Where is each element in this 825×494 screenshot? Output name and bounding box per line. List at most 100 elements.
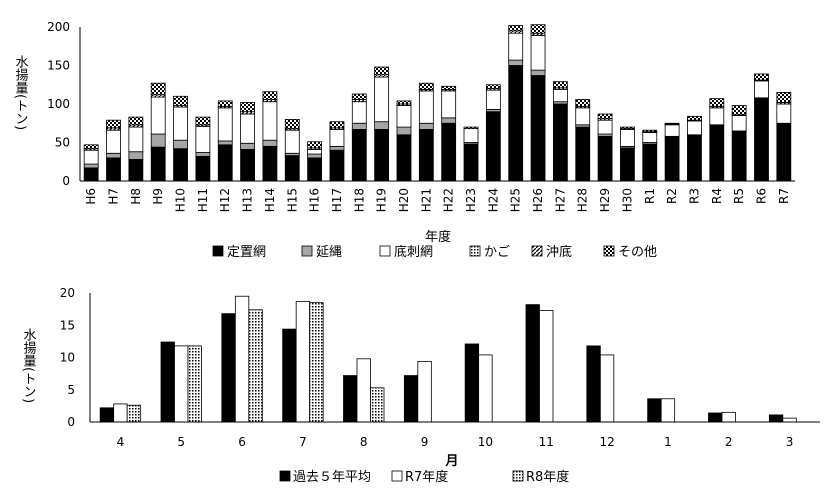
- monthly-bar: [478, 354, 493, 423]
- annual-x-tick-label: H17: [330, 188, 344, 212]
- annual-bar-segment: [642, 132, 658, 143]
- monthly-bar: [599, 354, 615, 423]
- annual-bar-segment: [128, 116, 144, 126]
- annual-bar-segment: [642, 129, 658, 133]
- annual-bar-segment: [195, 152, 211, 157]
- annual-x-tick-label: R7: [777, 188, 791, 204]
- monthly-legend: 過去５年平均 R7年度 R8年度: [279, 469, 569, 485]
- annual-bar-segment: [351, 93, 367, 100]
- annual-bar-segment: [664, 122, 680, 125]
- monthly-x-tick-label: 11: [539, 435, 554, 449]
- annual-bar-segment: [329, 145, 345, 151]
- annual-x-tick-label: R5: [732, 188, 746, 204]
- annual-x-tick-label: R6: [754, 188, 768, 204]
- annual-x-tick-label: H10: [174, 188, 188, 212]
- annual-y-tick-label: 150: [47, 59, 70, 73]
- annual-bar-segment: [240, 102, 255, 113]
- monthly-legend-label: R8年度: [526, 469, 569, 485]
- annual-bar-segment: [396, 126, 412, 136]
- monthly-x-tick-label: 3: [786, 435, 794, 449]
- annual-x-tick-label: R3: [687, 188, 701, 204]
- monthly-bar: [464, 343, 480, 423]
- monthly-x-tick-label: 12: [599, 435, 614, 449]
- annual-bar-segment: [418, 82, 434, 90]
- annual-y-tick-label: 50: [55, 136, 70, 150]
- annual-x-tick-label: H25: [509, 188, 523, 212]
- annual-bar-segment: [83, 149, 99, 165]
- monthly-x-tick-label: 9: [421, 435, 429, 449]
- monthly-x-tick-label: 6: [238, 435, 246, 449]
- annual-bar-segment: [262, 145, 278, 182]
- monthly-bar: [403, 375, 419, 423]
- annual-legend-swatch: [469, 245, 481, 257]
- annual-bar-segment: [552, 103, 568, 182]
- annual-legend-label: 底刺網: [394, 244, 433, 260]
- annual-legend-swatch: [212, 245, 224, 257]
- annual-bar-segment: [530, 69, 546, 76]
- annual-bar-segment: [441, 122, 457, 182]
- annual-bar-segment: [776, 103, 792, 124]
- annual-bar-segment: [262, 101, 278, 141]
- annual-x-tick-label: H18: [352, 188, 366, 212]
- annual-x-tick-label: R2: [665, 188, 679, 204]
- annual-x-tick-label: H11: [196, 188, 210, 212]
- annual-bar-segment: [441, 85, 457, 90]
- annual-bar-segment: [731, 105, 747, 116]
- monthly-x-tick-label: 5: [177, 435, 185, 449]
- annual-bar-segment: [754, 97, 769, 182]
- annual-bar-segment: [307, 149, 323, 155]
- annual-x-tick-label: H23: [464, 188, 478, 212]
- annual-legend-label: その他: [618, 245, 657, 260]
- annual-bar-segment: [396, 105, 412, 128]
- annual-bar-segment: [329, 129, 345, 147]
- monthly-bar: [782, 417, 797, 423]
- annual-legend-swatch: [379, 245, 391, 257]
- annual-legend-swatch: [603, 245, 615, 257]
- monthly-bar: [295, 300, 311, 423]
- annual-bar-segment: [776, 92, 792, 103]
- annual-bar-segment: [530, 75, 546, 182]
- annual-bar-segment: [240, 149, 255, 182]
- annual-y-tick-label: 200: [47, 20, 70, 34]
- annual-x-tick-label: H16: [308, 188, 322, 212]
- annual-legend-swatch: [301, 245, 313, 257]
- annual-bar-segment: [83, 163, 99, 169]
- annual-bar-segment: [195, 155, 211, 182]
- annual-bar-segment: [575, 98, 591, 107]
- monthly-bar: [113, 403, 128, 423]
- annual-x-tick-label: H14: [263, 188, 277, 212]
- annual-bar-segment: [508, 59, 524, 66]
- annual-x-tick-label: H27: [553, 188, 567, 212]
- annual-bar-segment: [620, 129, 635, 147]
- annual-bar-segment: [575, 107, 591, 126]
- annual-bar-segment: [195, 125, 211, 153]
- annual-x-tick-label: R4: [710, 188, 724, 204]
- monthly-bar: [768, 414, 784, 423]
- annual-x-tick-label: H28: [576, 188, 590, 212]
- annual-bar-segment: [173, 95, 188, 106]
- annual-legend-label: 延縄: [316, 245, 342, 260]
- annual-x-tick-label: H12: [218, 188, 232, 212]
- annual-bar-segment: [83, 144, 99, 150]
- annual-y-tick-label: 0: [62, 174, 70, 188]
- annual-bar-segment: [351, 101, 367, 124]
- annual-bar-segment: [262, 91, 278, 100]
- monthly-bar: [174, 345, 189, 423]
- annual-bar-segment: [530, 35, 546, 71]
- monthly-x-tick-label: 1: [664, 435, 672, 449]
- annual-x-tick-label: H19: [375, 188, 389, 212]
- annual-bar-segment: [664, 135, 680, 182]
- annual-bar-segment: [552, 81, 568, 89]
- annual-bar-segment: [664, 124, 680, 137]
- annual-bar-segment: [597, 135, 613, 182]
- annual-bar-segment: [329, 121, 345, 129]
- annual-bar-segment: [262, 139, 278, 147]
- annual-bar-segment: [374, 121, 390, 130]
- monthly-y-axis-title: 水揚量(トン): [21, 328, 37, 403]
- annual-bar-segment: [754, 73, 769, 81]
- annual-bar-segment: [776, 122, 792, 182]
- monthly-bar: [721, 411, 736, 423]
- annual-bar-segment: [463, 143, 479, 182]
